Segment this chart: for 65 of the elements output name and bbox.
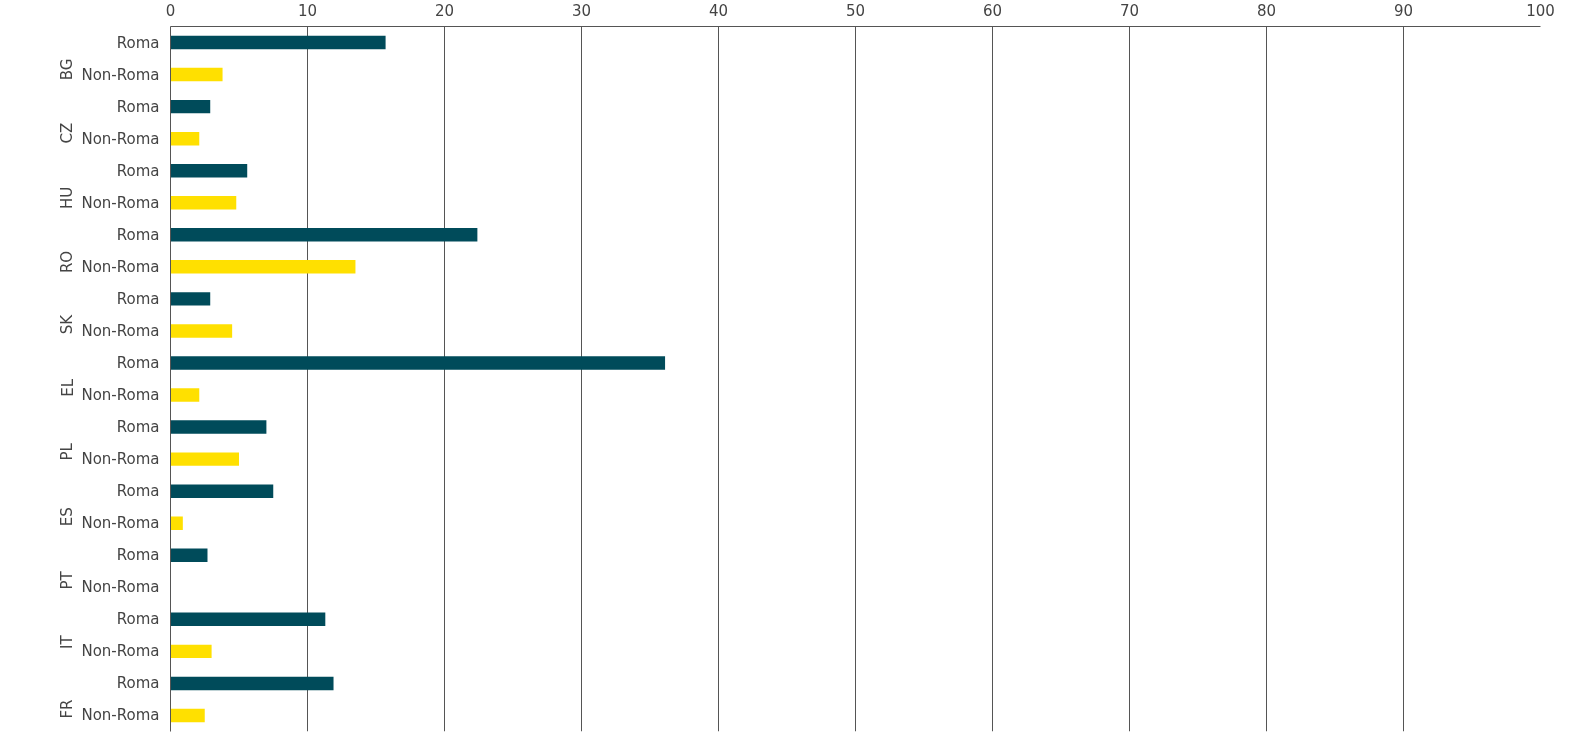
x-tick-label: 40 — [708, 1, 729, 20]
y-tick-label: PL — [58, 442, 77, 461]
bar — [170, 196, 237, 210]
y-tick-label: FR — [58, 699, 77, 719]
y-tick-label: HU — [58, 186, 77, 209]
bar — [170, 356, 666, 370]
text: Non-Roma — [81, 514, 160, 533]
x-tick-label: 100 — [1526, 1, 1555, 20]
bar — [170, 324, 233, 338]
bar — [170, 35, 386, 50]
bar — [170, 708, 205, 723]
series-label: Roma — [116, 33, 160, 52]
x-tick-label: 0 — [165, 1, 176, 20]
x-tick-label: 80 — [1256, 1, 1277, 20]
text: Non-Roma — [81, 450, 160, 469]
bar — [170, 67, 223, 82]
text: Roma — [116, 97, 160, 116]
bar — [170, 484, 274, 498]
y-tick-label: SK — [58, 313, 77, 335]
x-tick-label: 90 — [1393, 1, 1414, 20]
x-tick-label: 30 — [571, 1, 592, 20]
y-tick-label: ES — [58, 507, 77, 527]
text: Non-Roma — [81, 321, 160, 340]
text: Non-Roma — [81, 706, 160, 725]
text: Non-Roma — [81, 578, 160, 597]
bar — [170, 516, 183, 530]
bar — [170, 163, 248, 178]
text: Roma — [116, 674, 160, 693]
text: Non-Roma — [81, 642, 160, 661]
y-tick-label: IT — [58, 634, 77, 649]
text: Non-Roma — [81, 193, 160, 212]
y-tick-label: CZ — [58, 122, 77, 144]
x-tick-label: 10 — [297, 1, 318, 20]
bar — [170, 131, 200, 146]
bar — [170, 612, 326, 627]
bar — [170, 388, 200, 402]
bar — [170, 228, 478, 242]
bar — [170, 644, 212, 659]
text: Roma — [116, 546, 160, 565]
text: Non-Roma — [81, 257, 160, 276]
x-tick-label: 20 — [434, 1, 455, 20]
bar — [170, 292, 211, 306]
x-tick-label: 70 — [1119, 1, 1140, 20]
text: Roma — [116, 418, 160, 437]
y-tick-label: RO — [58, 250, 77, 274]
bar — [170, 99, 211, 114]
text: Non-Roma — [81, 129, 160, 148]
text: Roma — [116, 482, 160, 501]
text: Non-Roma — [81, 386, 160, 405]
bar — [170, 676, 334, 691]
text: Roma — [116, 289, 160, 308]
bar — [170, 452, 239, 466]
x-tick-label: 60 — [982, 1, 1003, 20]
text: Roma — [116, 161, 160, 180]
text: Roma — [116, 225, 160, 244]
series-label: Non-Roma — [81, 65, 160, 84]
bar — [170, 548, 208, 562]
text: Roma — [116, 353, 160, 372]
bar — [170, 260, 356, 274]
y-tick-label: BG — [58, 58, 77, 81]
y-tick-label: EL — [58, 378, 77, 397]
x-tick-label: 50 — [845, 1, 866, 20]
text: Roma — [116, 610, 160, 629]
bar — [170, 420, 267, 434]
y-tick-label: PT — [58, 570, 77, 590]
